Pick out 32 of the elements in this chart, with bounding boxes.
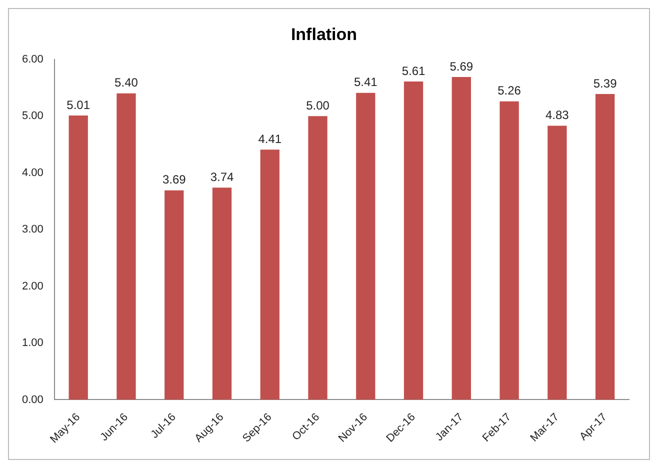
bar bbox=[116, 93, 136, 400]
bar bbox=[452, 76, 471, 400]
y-tick-label: 4.00 bbox=[22, 166, 44, 179]
y-tick-label: 1.00 bbox=[22, 337, 44, 350]
bar bbox=[500, 101, 519, 400]
data-label: 5.41 bbox=[354, 75, 378, 90]
bar bbox=[68, 116, 88, 400]
data-label: 5.26 bbox=[498, 84, 522, 98]
data-label: 5.00 bbox=[306, 98, 330, 112]
bar bbox=[212, 188, 232, 400]
y-tick-label: 5.00 bbox=[22, 110, 44, 122]
data-label: 3.69 bbox=[162, 172, 186, 187]
data-label: 5.39 bbox=[593, 76, 618, 90]
data-label: 4.41 bbox=[258, 132, 282, 146]
y-tick-label: 3.00 bbox=[22, 224, 44, 236]
bar bbox=[164, 190, 184, 400]
data-label: 5.69 bbox=[450, 59, 474, 74]
bar bbox=[356, 92, 376, 400]
y-tick-label: 2.00 bbox=[22, 280, 44, 292]
bar bbox=[260, 150, 280, 400]
data-label: 4.83 bbox=[545, 108, 570, 122]
chart-title: Inflation bbox=[290, 24, 358, 44]
bar bbox=[308, 116, 328, 400]
bar bbox=[404, 82, 424, 400]
data-label: 3.74 bbox=[210, 170, 234, 184]
data-label: 5.01 bbox=[66, 98, 90, 112]
y-tick-label: 6.00 bbox=[22, 53, 44, 66]
y-tick-label: 0.00 bbox=[22, 394, 44, 406]
bar bbox=[595, 94, 615, 400]
data-label: 5.61 bbox=[402, 64, 426, 78]
bar bbox=[548, 126, 567, 400]
data-label: 5.40 bbox=[114, 76, 138, 90]
